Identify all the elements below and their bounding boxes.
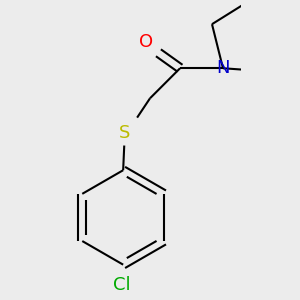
Text: Cl: Cl bbox=[113, 277, 131, 295]
Text: S: S bbox=[118, 124, 130, 142]
Text: O: O bbox=[139, 34, 153, 52]
Text: N: N bbox=[216, 59, 230, 77]
